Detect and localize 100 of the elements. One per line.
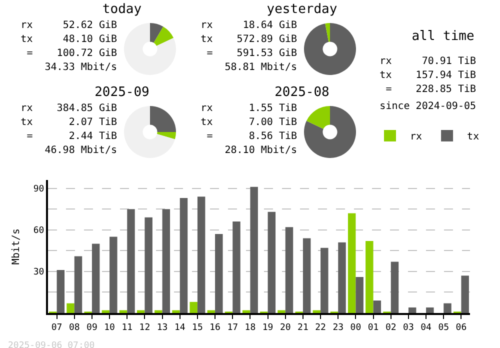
text: = 8.56 TiB	[206, 130, 297, 144]
bar	[426, 307, 434, 313]
x-tick-label: 09	[86, 322, 98, 333]
x-tick-label: 13	[156, 322, 168, 333]
bar	[338, 242, 346, 313]
text: 34.33 Mbit/s	[44, 61, 117, 75]
bar	[74, 256, 82, 313]
y-tick-label: 30	[33, 268, 44, 278]
legend-label: rx	[410, 131, 422, 142]
bar	[66, 303, 74, 313]
text: 46.98 Mbit/s	[44, 144, 117, 158]
bar	[232, 222, 240, 313]
text: tx 157.94 TiB	[380, 69, 476, 83]
x-tick-label: 03	[403, 322, 414, 333]
bar	[390, 262, 399, 313]
x-tick-label: 21	[298, 322, 308, 333]
bar	[373, 300, 382, 313]
bar	[119, 310, 128, 313]
text: tx 2.07 TiB	[20, 116, 117, 130]
x-tick-label: 12	[139, 322, 150, 333]
bar	[268, 212, 276, 313]
bar	[127, 209, 135, 313]
text: tx 572.89 GiB	[200, 33, 297, 47]
x-tick-label: 00	[350, 322, 362, 333]
donut-slice	[156, 132, 176, 140]
donut-slice	[124, 23, 176, 75]
bar	[172, 310, 180, 313]
donut-slice	[304, 23, 356, 75]
donut-slice	[325, 23, 330, 42]
x-tick-label: 18	[244, 322, 256, 333]
text: rx 70.91 TiB	[380, 55, 476, 69]
bar	[92, 244, 100, 313]
bar	[278, 310, 286, 313]
chart-title: 2025-09	[94, 85, 150, 100]
donut-slice	[124, 106, 175, 158]
chart-title: yesterday	[266, 2, 338, 17]
text: rx 18.64 GiB	[200, 19, 297, 33]
x-tick-label: 15	[192, 322, 203, 333]
donut-slice	[150, 106, 176, 132]
chart-title: today	[101, 2, 143, 17]
donut-slice	[150, 23, 164, 43]
x-tick-label: 10	[104, 322, 115, 333]
bar	[312, 310, 321, 313]
bar	[461, 276, 469, 313]
bar	[154, 310, 162, 313]
x-tick-label: 16	[210, 322, 220, 333]
x-tick-label: 04	[420, 322, 432, 333]
y-axis-title: Mbit/s	[10, 228, 22, 265]
bar	[366, 240, 374, 313]
x-tick-label: 11	[122, 322, 133, 333]
x-tick-label: 22	[315, 322, 326, 333]
text: = 228.85 TiB	[384, 83, 476, 97]
bar	[444, 303, 452, 313]
text: all time	[410, 29, 476, 44]
text: tx 7.00 TiB	[200, 116, 297, 130]
bar	[144, 217, 152, 313]
x-tick-label: 17	[227, 322, 238, 333]
bar	[250, 186, 258, 313]
text: = 2.44 TiB	[26, 130, 117, 144]
donut-slice	[154, 26, 174, 46]
x-tick-label: 20	[280, 322, 291, 333]
bar	[197, 196, 206, 313]
x-tick-label: 05	[438, 322, 450, 333]
y-tick-label: 60	[33, 226, 44, 236]
x-tick-label: 06	[456, 322, 467, 333]
bar	[180, 198, 188, 313]
bar	[215, 234, 223, 313]
bar	[302, 238, 311, 313]
donut-slice	[306, 106, 330, 129]
bar	[207, 310, 216, 313]
x-tick-label: 14	[174, 322, 186, 333]
text: rx 52.62 GiB	[20, 19, 117, 33]
x-tick-label: 19	[262, 322, 274, 333]
x-tick-label: 07	[51, 322, 62, 333]
text: = 591.53 GiB	[206, 47, 297, 61]
bar	[102, 310, 110, 313]
legend-label: tx	[467, 131, 480, 142]
bar	[110, 236, 118, 313]
chart-title: 2025-08	[274, 85, 330, 100]
bar	[136, 310, 145, 313]
x-tick-label: 23	[332, 322, 344, 333]
bar	[356, 276, 364, 313]
text: since 2024-09-05	[380, 100, 476, 114]
bar	[285, 227, 294, 313]
bar	[348, 213, 356, 313]
text: 58.81 Mbit/s	[224, 61, 297, 75]
bar	[242, 310, 250, 313]
text: 28.10 Mbit/s	[224, 144, 297, 158]
x-tick-label: 02	[385, 322, 396, 333]
text: rx 384.85 GiB	[20, 102, 117, 116]
bar	[408, 307, 416, 313]
text: tx 48.10 GiB	[20, 33, 117, 47]
bar	[320, 248, 328, 313]
y-tick-label: 90	[33, 184, 44, 194]
x-tick-label: 01	[368, 322, 379, 333]
bar	[162, 209, 170, 313]
donut-slice	[304, 106, 356, 158]
bar	[190, 302, 198, 313]
text: rx 1.55 TiB	[200, 102, 297, 116]
x-tick-label: 08	[68, 322, 80, 333]
